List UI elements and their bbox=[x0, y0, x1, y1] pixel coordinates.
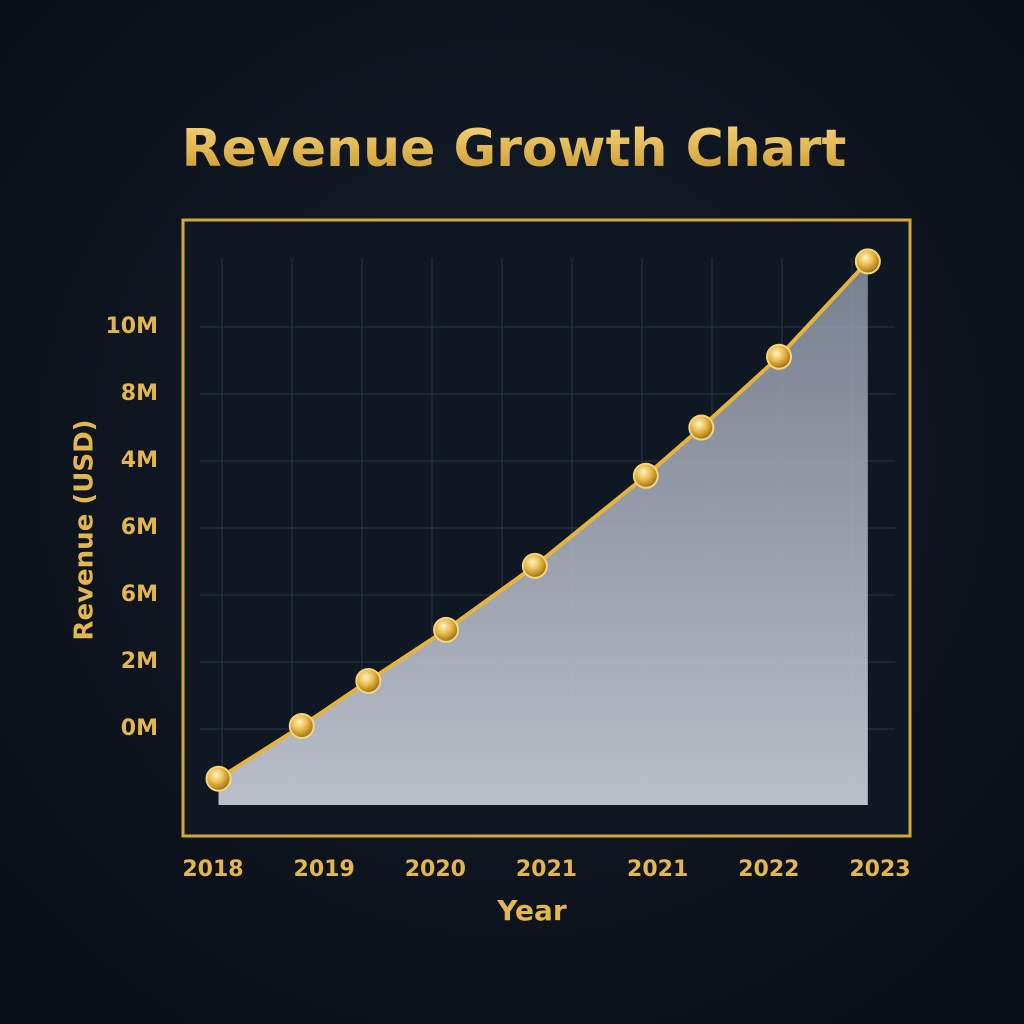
point bbox=[766, 343, 793, 370]
point bbox=[205, 765, 232, 792]
y-tick-label: 2M bbox=[121, 649, 158, 674]
x-tick-label: 2020 bbox=[405, 857, 466, 882]
y-tick-label: 4M bbox=[121, 448, 158, 473]
point bbox=[288, 712, 315, 739]
x-tick-label: 2019 bbox=[294, 857, 355, 882]
area bbox=[218, 261, 868, 805]
point bbox=[854, 248, 881, 275]
chart-title: Revenue Growth Chart bbox=[182, 119, 847, 179]
point bbox=[632, 462, 659, 489]
x-axis-title: Year bbox=[496, 894, 567, 927]
point bbox=[355, 667, 382, 694]
plot-area bbox=[200, 248, 895, 805]
y-tick-label: 10M bbox=[105, 314, 158, 339]
x-tick-label: 2018 bbox=[182, 857, 243, 882]
x-tick-label: 2023 bbox=[849, 857, 910, 882]
point bbox=[521, 552, 548, 579]
x-tick-label: 2021 bbox=[516, 857, 577, 882]
x-tick-label: 2022 bbox=[738, 857, 799, 882]
x-tick-label: 2021 bbox=[627, 857, 688, 882]
y-tick-label: 8M bbox=[121, 381, 158, 406]
point bbox=[688, 414, 715, 441]
y-tick-label: 6M bbox=[121, 515, 158, 540]
point bbox=[433, 616, 460, 643]
y-tick-label: 6M bbox=[121, 582, 158, 607]
y-axis-title: Revenue (USD) bbox=[70, 419, 100, 640]
y-tick-label: 0M bbox=[121, 716, 158, 741]
